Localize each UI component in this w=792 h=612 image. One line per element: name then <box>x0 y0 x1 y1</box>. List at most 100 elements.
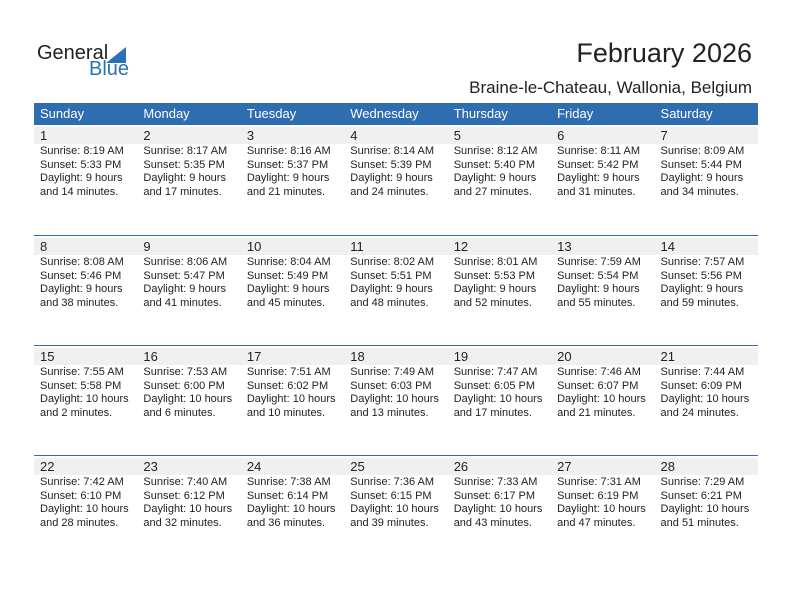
sunrise-text: Sunrise: 7:51 AM <box>246 366 331 378</box>
day-number: 6 <box>557 128 565 143</box>
day-cell: 25 Sunrise: 7:36 AM Sunset: 6:15 PM Dayligh… <box>344 456 447 530</box>
day-number: 22 <box>40 459 55 474</box>
sunset-text: Sunset: 5:56 PM <box>660 269 742 282</box>
day-cell: 16 Sunrise: 7:53 AM Sunset: 6:00 PM Dayligh… <box>137 346 240 420</box>
day-number: 10 <box>246 239 262 254</box>
day-number: 23 <box>143 459 158 474</box>
weekday-saturday: Saturday <box>660 106 713 121</box>
minutes-text: and 24 minutes. <box>660 406 739 419</box>
logo-general: General <box>37 42 109 64</box>
sunrise-text: Sunrise: 8:17 AM <box>143 145 228 157</box>
minutes-text: and 41 minutes. <box>143 296 222 309</box>
day-number: 2 <box>143 128 151 143</box>
day-cell: 4 Sunrise: 8:14 AM Sunset: 5:39 PM Daylight… <box>344 125 447 199</box>
day-number: 28 <box>660 459 675 474</box>
daylight-text: Daylight: 10 hours <box>350 393 439 405</box>
sunrise-text: Sunrise: 7:44 AM <box>660 366 745 378</box>
weekday-sunday: Sunday <box>40 106 85 121</box>
sunrise-text: Sunrise: 8:12 AM <box>453 145 538 157</box>
week-row: 1 Sunrise: 8:19 AM Sunset: 5:33 PM Daylight… <box>34 125 758 235</box>
weekday-wednesday: Wednesday <box>350 106 419 121</box>
logo-blue: Blue <box>89 58 130 80</box>
minutes-text: and 31 minutes. <box>557 185 636 198</box>
daylight-text: Daylight: 9 hours <box>40 172 123 184</box>
day-number-bar <box>34 127 758 144</box>
sunset-text: Sunset: 6:03 PM <box>350 379 432 392</box>
minutes-text: and 39 minutes. <box>350 516 429 529</box>
minutes-text: and 6 minutes. <box>143 406 216 419</box>
daylight-text: Daylight: 10 hours <box>143 503 233 515</box>
day-number: 7 <box>660 128 668 143</box>
day-cell: 15 Sunrise: 7:55 AM Sunset: 5:58 PM Dayligh… <box>34 346 137 420</box>
sunrise-text: Sunrise: 8:19 AM <box>40 145 124 157</box>
minutes-text: and 51 minutes. <box>660 516 739 529</box>
minutes-text: and 13 minutes. <box>350 406 429 419</box>
minutes-text: and 17 minutes. <box>143 185 222 198</box>
day-number: 14 <box>660 239 675 254</box>
day-number: 18 <box>350 349 365 364</box>
minutes-text: and 32 minutes. <box>143 516 222 529</box>
sunrise-text: Sunrise: 8:09 AM <box>660 145 745 157</box>
day-cell: 2 Sunrise: 8:17 AM Sunset: 5:35 PM Daylight… <box>137 125 240 199</box>
daylight-text: Daylight: 9 hours <box>660 283 744 295</box>
page-title: February 2026 <box>576 38 752 68</box>
sunset-text: Sunset: 5:49 PM <box>246 269 329 282</box>
day-cell: 10 Sunrise: 8:04 AM Sunset: 5:49 PM Dayligh… <box>241 236 344 310</box>
minutes-text: and 14 minutes. <box>40 185 119 198</box>
minutes-text: and 47 minutes. <box>557 516 636 529</box>
daylight-text: Daylight: 10 hours <box>453 503 543 515</box>
day-number-bar <box>34 348 758 365</box>
sunset-text: Sunset: 6:07 PM <box>557 379 639 392</box>
sunset-text: Sunset: 5:39 PM <box>350 158 432 171</box>
day-number: 8 <box>40 239 48 254</box>
sunset-text: Sunset: 6:09 PM <box>660 379 742 392</box>
sunset-text: Sunset: 6:00 PM <box>143 379 225 392</box>
sunset-text: Sunset: 6:10 PM <box>40 489 122 502</box>
weekday-tuesday: Tuesday <box>246 106 297 121</box>
day-cell: 1 Sunrise: 8:19 AM Sunset: 5:33 PM Daylight… <box>34 125 137 199</box>
daylight-text: Daylight: 9 hours <box>557 172 640 184</box>
sunrise-text: Sunrise: 7:29 AM <box>660 476 745 488</box>
minutes-text: and 59 minutes. <box>660 296 739 309</box>
daylight-text: Daylight: 9 hours <box>246 172 330 184</box>
sunset-text: Sunset: 5:33 PM <box>40 158 122 171</box>
day-cell: 24 Sunrise: 7:38 AM Sunset: 6:14 PM Dayligh… <box>241 456 344 530</box>
daylight-text: Daylight: 9 hours <box>143 283 226 295</box>
day-cell: 13 Sunrise: 7:59 AM Sunset: 5:54 PM Dayligh… <box>551 236 654 310</box>
day-number: 4 <box>350 128 358 143</box>
day-cell: 12 Sunrise: 8:01 AM Sunset: 5:53 PM Dayligh… <box>448 236 551 310</box>
daylight-text: Daylight: 9 hours <box>557 283 640 295</box>
weekday-thursday: Thursday <box>453 106 508 121</box>
day-number-bar <box>34 238 758 255</box>
daylight-text: Daylight: 10 hours <box>246 503 336 515</box>
day-number: 21 <box>660 349 675 364</box>
sunrise-text: Sunrise: 8:08 AM <box>40 256 124 268</box>
weekday-header: Sunday Monday Tuesday Wednesday Thursday Frid… <box>34 103 758 125</box>
minutes-text: and 52 minutes. <box>453 296 532 309</box>
sunrise-text: Sunrise: 7:59 AM <box>557 256 641 268</box>
daylight-text: Daylight: 9 hours <box>40 283 123 295</box>
sunrise-text: Sunrise: 7:33 AM <box>453 476 538 488</box>
week-row: 22 Sunrise: 7:42 AM Sunset: 6:10 PM Dayligh… <box>34 455 758 565</box>
sunset-text: Sunset: 5:40 PM <box>453 158 536 171</box>
minutes-text: and 28 minutes. <box>40 516 119 529</box>
day-number: 26 <box>453 459 469 474</box>
daylight-text: Daylight: 9 hours <box>143 172 226 184</box>
day-cell: 11 Sunrise: 8:02 AM Sunset: 5:51 PM Dayligh… <box>344 236 447 310</box>
minutes-text: and 21 minutes. <box>246 185 326 198</box>
sunrise-text: Sunrise: 7:40 AM <box>143 476 228 488</box>
daylight-text: Daylight: 9 hours <box>453 283 537 295</box>
day-number: 13 <box>557 239 572 254</box>
daylight-text: Daylight: 10 hours <box>453 393 543 405</box>
minutes-text: and 21 minutes. <box>557 406 636 419</box>
day-cell: 18 Sunrise: 7:49 AM Sunset: 6:03 PM Dayligh… <box>344 346 447 420</box>
location: Braine-le-Chateau, Wallonia, Belgium <box>469 78 752 97</box>
day-number: 1 <box>40 128 48 143</box>
sunset-text: Sunset: 5:58 PM <box>40 379 122 392</box>
day-number: 19 <box>453 349 469 364</box>
sunset-text: Sunset: 6:17 PM <box>453 489 536 502</box>
week-row: 15 Sunrise: 7:55 AM Sunset: 5:58 PM Dayligh… <box>34 345 758 455</box>
day-cell: 19 Sunrise: 7:47 AM Sunset: 6:05 PM Dayligh… <box>448 346 551 420</box>
day-number: 17 <box>246 349 262 364</box>
sunset-text: Sunset: 5:35 PM <box>143 158 225 171</box>
